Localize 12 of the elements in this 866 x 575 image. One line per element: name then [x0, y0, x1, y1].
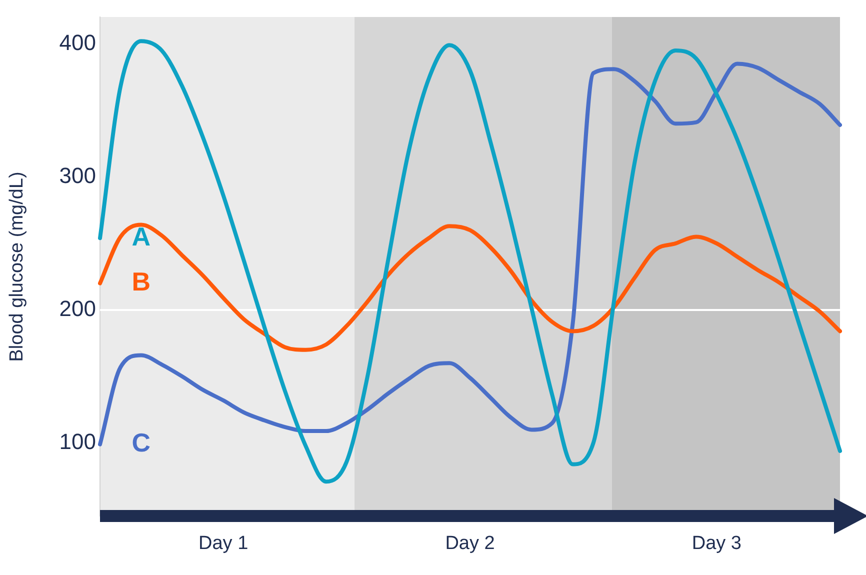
- series-label: B: [132, 266, 150, 297]
- y-tick-label: 400: [59, 30, 96, 55]
- y-tick-label: 200: [59, 296, 96, 322]
- x-tick-label: Day 1: [198, 532, 248, 554]
- y-tick-label: 100: [59, 429, 96, 454]
- x-tick-label: Day 3: [692, 532, 742, 554]
- line-series: [98, 222, 842, 352]
- x-tick-label: Day 2: [445, 532, 495, 554]
- y-axis-title: Blood glucose (mg/dL): [6, 172, 28, 362]
- series-label: C: [132, 428, 151, 458]
- series-label: A: [132, 221, 151, 252]
- y-tick-label: 300: [59, 162, 96, 188]
